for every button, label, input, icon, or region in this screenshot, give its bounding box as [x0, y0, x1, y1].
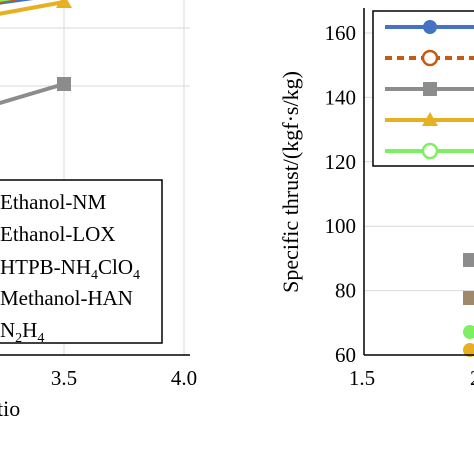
legend-swatch-marker — [422, 112, 438, 126]
series-line — [0, 0, 65, 16]
left-x-tick-label: 4.0 — [171, 366, 197, 390]
right-legend — [372, 10, 474, 167]
legend-label-part: H — [22, 318, 37, 342]
data-point-marker — [56, 0, 72, 8]
legend-label-subscript: 4 — [91, 268, 98, 283]
data-point-marker — [463, 325, 474, 339]
legend-label: Ethanol-LOX — [0, 222, 115, 246]
right-chart: 160 140 120 100 80 60 1.5 2 Specific thrust/(… — [278, 8, 474, 390]
legend-swatch-marker — [421, 142, 439, 160]
right-x-tick-label: 1.5 — [349, 366, 375, 390]
legend-label: Methanol-HAN — [0, 286, 133, 310]
legend-label-part: HTPB-NH — [0, 255, 91, 279]
legend-swatch-marker — [423, 82, 437, 96]
legend-label-subscript: 2 — [15, 331, 22, 346]
right-y-tick-label: 60 — [335, 343, 356, 367]
left-chart: 3.5 4.0 tio Ethanol-NM Ethanol-LOX HTPB-… — [0, 0, 197, 421]
legend-label-subscript: 4 — [37, 331, 44, 346]
right-legend-entries — [385, 20, 474, 160]
data-point-marker — [463, 291, 474, 305]
left-legend: Ethanol-NM Ethanol-LOX HTPB-NH4ClO4 Meth… — [0, 179, 163, 346]
legend-swatch-marker — [423, 20, 437, 34]
legend-label-subscript: 4 — [133, 268, 140, 283]
data-point-marker — [463, 343, 474, 357]
left-x-axis-label-fragment: tio — [0, 396, 20, 421]
legend-label-part: N — [0, 318, 15, 342]
right-y-tick-label: 120 — [325, 150, 357, 174]
right-y-tick-label: 160 — [325, 21, 357, 45]
series-line — [0, 82, 65, 106]
legend-label: Ethanol-NM — [0, 190, 106, 214]
right-y-tick-label: 80 — [335, 279, 356, 303]
right-y-tick-labels: 160 140 120 100 80 60 — [325, 21, 357, 367]
data-point-marker — [463, 253, 474, 267]
legend-swatch-marker — [421, 49, 439, 67]
left-x-tick-label: 3.5 — [51, 366, 77, 390]
right-y-tick-label: 100 — [325, 214, 357, 238]
legend-label-part: ClO — [98, 255, 133, 279]
data-point-marker — [57, 77, 71, 91]
right-x-tick-label: 2 — [470, 366, 474, 390]
right-y-axis-label: Specific thrust/(kgf·s/kg) — [278, 71, 303, 293]
right-y-tick-label: 140 — [325, 85, 357, 109]
legend-label: N2H4 — [0, 318, 44, 346]
left-series-group — [0, 0, 72, 106]
right-series-group — [463, 253, 474, 357]
left-legend-box — [0, 179, 163, 344]
legend-label: HTPB-NH4ClO4 — [0, 255, 140, 283]
